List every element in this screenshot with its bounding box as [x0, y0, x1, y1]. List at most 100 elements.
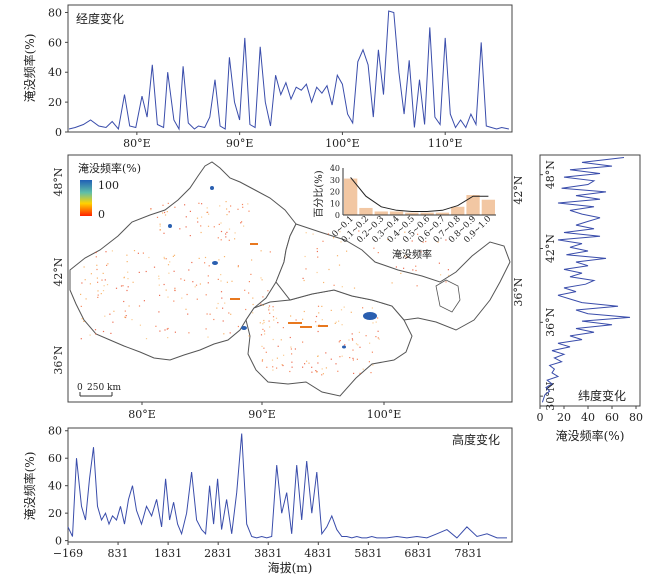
flood-patch [250, 243, 258, 245]
map-xtick-90: 90°E [248, 408, 276, 421]
flood-pixel [172, 255, 174, 257]
flood-pixel [127, 271, 129, 273]
latitude-x-tick-label: 20 [557, 411, 571, 424]
flood-pixel [344, 344, 346, 346]
flood-pixel [159, 330, 161, 332]
flood-pixel [263, 347, 265, 349]
flood-pixel [196, 298, 198, 300]
flood-pixel [107, 263, 109, 265]
flood-pixel [228, 239, 230, 241]
flood-pixel [174, 331, 176, 333]
flood-pixel [206, 211, 208, 213]
flood-pixel [217, 302, 219, 305]
flood-pixel [336, 255, 339, 257]
flood-pixel [339, 340, 341, 342]
flood-pixel [330, 358, 332, 360]
flood-pixel [261, 345, 263, 347]
flood-pixel [262, 328, 264, 330]
flood-pixel [375, 336, 377, 338]
flood-pixel [104, 279, 106, 281]
y-tick-label: 80 [48, 425, 62, 438]
histogram-xlabel: 淹没频率 [392, 248, 432, 261]
flood-pixel [198, 202, 200, 204]
flood-pixel [204, 262, 206, 264]
flood-pixel [81, 282, 83, 284]
flood-pixel [198, 257, 200, 259]
flood-pixel [261, 360, 263, 362]
flood-pixel [142, 252, 144, 254]
flood-pixel [262, 304, 264, 306]
flood-pixel [173, 254, 176, 256]
flood-pixel [127, 278, 129, 280]
histogram-y-tick-label: 20 [330, 188, 340, 197]
flood-pixel [104, 315, 106, 317]
flood-pixel [282, 327, 284, 329]
flood-pixel [213, 318, 215, 321]
latitude-y-tick-label: 48°N [544, 160, 557, 189]
histogram-bar [481, 199, 495, 215]
flood-pixel [185, 226, 187, 228]
flood-pixel [321, 374, 323, 376]
flood-pixel [356, 358, 358, 360]
flood-pixel [102, 330, 105, 333]
flood-pixel [85, 298, 87, 300]
flood-pixel [291, 361, 293, 363]
flood-pixel [188, 269, 190, 271]
flood-pixel [294, 348, 296, 350]
flood-pixel [369, 342, 371, 344]
flood-pixel [352, 349, 354, 351]
flood-pixel [223, 333, 225, 335]
flood-pixel [351, 333, 353, 335]
flood-pixel [248, 281, 250, 283]
latitude-xlabel: 淹没频率(%) [556, 428, 625, 443]
flood-pixel [102, 272, 104, 274]
flood-pixel [280, 339, 282, 341]
flood-pixel [228, 312, 230, 314]
flood-pixel [304, 255, 306, 258]
flood-pixel [221, 297, 223, 299]
flood-pixel [338, 264, 341, 266]
flood-pixel [155, 325, 157, 327]
map-xtick-80: 80°E [128, 408, 156, 421]
flood-pixel [352, 359, 354, 361]
flood-pixel [304, 363, 306, 365]
flood-pixel [164, 329, 166, 331]
flood-pixel [111, 250, 113, 252]
flood-pixel [261, 359, 264, 361]
flood-pixel [223, 256, 226, 258]
flood-pixel [290, 346, 292, 348]
flood-patch [318, 325, 328, 327]
flood-pixel [317, 362, 319, 364]
flood-pixel [224, 302, 226, 304]
flood-pixel [359, 372, 361, 374]
flood-pixel [425, 240, 427, 243]
flood-pixel [179, 228, 181, 230]
flood-pixel [416, 285, 418, 287]
flood-pixel [412, 269, 414, 271]
flood-pixel [281, 364, 283, 366]
flood-pixel [440, 274, 442, 276]
flood-pixel [339, 231, 341, 233]
flood-pixel [218, 223, 220, 225]
flood-pixel [183, 279, 186, 281]
flood-pixel [159, 225, 161, 227]
flood-pixel [226, 208, 228, 210]
flood-pixel [362, 307, 364, 309]
flood-pixel [277, 322, 279, 324]
flood-pixel [110, 332, 112, 334]
flood-pixel [290, 315, 292, 317]
flood-pixel [101, 279, 103, 281]
elevation-y-ticks: 0 20 40 60 80 [48, 425, 68, 548]
x-tick-label: 5831 [354, 547, 382, 560]
flood-pixel [387, 238, 389, 241]
flood-pixel [229, 332, 231, 334]
lake-ulungur [210, 186, 214, 190]
flood-pixel [275, 317, 278, 319]
flood-pixel [368, 361, 370, 363]
flood-pixel [311, 371, 313, 373]
flood-pixel [353, 372, 355, 374]
flood-pixel [372, 322, 374, 324]
flood-pixel [231, 280, 233, 282]
flood-pixel [97, 290, 99, 292]
flood-pixel [271, 359, 274, 361]
